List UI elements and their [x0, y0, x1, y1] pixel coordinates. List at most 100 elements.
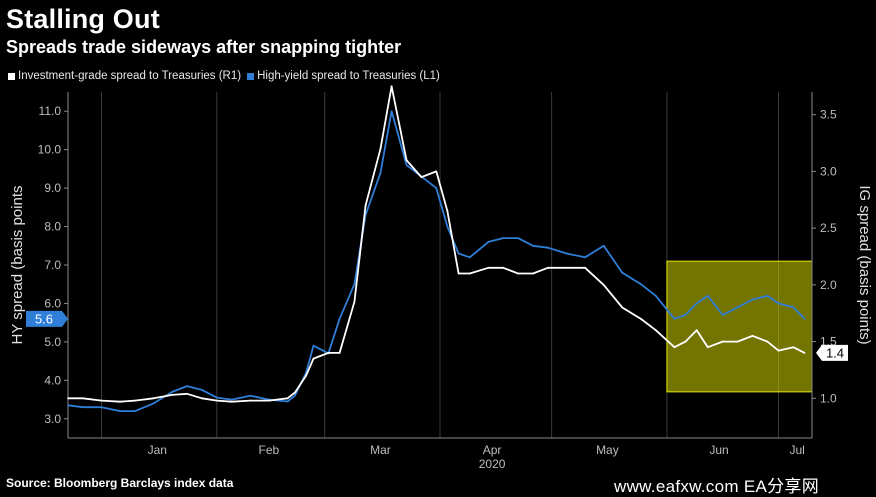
hy-point-43: [706, 294, 709, 297]
right-tick-label-0: 1.0: [820, 391, 837, 405]
ig-point-31: [517, 272, 520, 275]
hy-point-10: [230, 398, 233, 401]
hy-point-45: [736, 306, 739, 309]
hy-point-38: [639, 283, 642, 286]
hy-point-25: [435, 187, 438, 190]
ig-point-18: [338, 352, 341, 354]
hy-point-35: [584, 256, 586, 259]
hy-point-16: [312, 344, 315, 347]
ig-point-42: [695, 329, 698, 332]
x-tick-label-feb: Feb: [259, 443, 280, 457]
ig-point-22: [390, 85, 393, 88]
ig-point-27: [457, 272, 460, 275]
ig-point-15: [305, 374, 307, 377]
hy-point-33: [546, 246, 549, 249]
hy-point-19: [353, 283, 356, 286]
ig-point-48: [777, 349, 780, 352]
ig-last-value-callout: [816, 344, 848, 361]
hy-last-value-label: 5.6: [35, 311, 53, 326]
ig-point-49: [792, 346, 795, 349]
hy-point-41: [684, 314, 687, 316]
ig-point-29: [487, 266, 490, 269]
ig-point-16: [312, 357, 315, 360]
left-tick-label-3: 6.0: [44, 296, 61, 310]
highlight-box: [666, 260, 813, 393]
ig-point-1: [81, 397, 84, 400]
hy-point-32: [532, 244, 534, 247]
hy-point-47: [766, 294, 769, 297]
ig-point-41: [684, 340, 687, 343]
hy-point-49: [792, 306, 795, 309]
hy-point-11: [249, 394, 252, 397]
ig-point-21: [379, 147, 382, 150]
ig-point-14: [294, 391, 296, 394]
ig-point-5: [152, 397, 155, 400]
hy-last-value-callout: [26, 310, 68, 327]
left-tick-label-0: 3.0: [44, 412, 61, 426]
x-tick-label-may: May: [596, 443, 619, 457]
left-tick-label-4: 7.0: [44, 258, 61, 272]
legend-item-ig: Investment-grade spread to Treasuries (R…: [8, 70, 241, 82]
ig-point-28: [468, 272, 471, 275]
ig-point-35: [584, 266, 586, 269]
right-axis-title: IG spread (basis points): [856, 185, 873, 344]
ig-point-25: [435, 170, 438, 173]
x-tick-label-mar: Mar: [370, 443, 391, 457]
hy-point-18: [338, 317, 341, 320]
left-axis-title: HY spread (basis points: [9, 186, 26, 345]
ig-point-24: [420, 176, 423, 178]
hy-point-40: [673, 317, 676, 320]
ig-point-30: [502, 266, 505, 269]
ig-point-19: [353, 300, 356, 303]
ig-point-44: [721, 340, 724, 343]
hy-point-26: [446, 225, 449, 228]
right-tick-label-2: 2.0: [820, 278, 837, 292]
hy-point-34: [565, 252, 568, 255]
legend-swatch-hy: [247, 72, 255, 80]
x-tick-label-jun: Jun: [709, 443, 728, 457]
ig-point-4: [134, 399, 136, 402]
legend-label-ig: Investment-grade spread to Treasuries (R…: [18, 70, 242, 82]
ig-point-26: [446, 210, 449, 213]
ig-point-38: [639, 317, 642, 320]
right-tick-label-5: 3.5: [820, 108, 837, 122]
hy-point-46: [751, 298, 754, 301]
ig-point-36: [602, 283, 605, 286]
hy-point-23: [405, 164, 408, 166]
ig-point-6: [171, 393, 174, 396]
left-tick-label-2: 5.0: [44, 335, 61, 349]
ig-point-20: [364, 204, 367, 207]
x-year-label: 2020: [479, 457, 506, 471]
hy-point-44: [721, 314, 724, 316]
ig-point-39: [654, 329, 657, 332]
hy-point-42: [695, 302, 698, 305]
hy-point-9: [215, 396, 218, 399]
hy-point-27: [457, 252, 460, 255]
ig-point-9: [215, 399, 218, 402]
hy-point-36: [602, 244, 605, 247]
hy-point-14: [294, 394, 296, 397]
ig-point-34: [565, 266, 568, 269]
hy-point-13: [286, 400, 289, 403]
ig-point-32: [532, 272, 534, 275]
right-tick-label-4: 3.0: [820, 164, 837, 178]
ig-point-50: [803, 352, 806, 354]
ig-point-37: [621, 306, 624, 309]
ig-point-10: [230, 400, 233, 403]
ig-point-7: [186, 392, 188, 395]
hy-point-29: [487, 241, 490, 243]
legend-swatch-ig: [8, 72, 15, 80]
hy-point-50: [803, 317, 806, 320]
ig-point-8: [201, 397, 203, 400]
right-tick-label-3: 2.5: [820, 221, 837, 235]
left-tick-label-8: 11.0: [39, 104, 62, 118]
left-tick-label-5: 8.0: [44, 220, 61, 234]
x-tick-label-jul: Jul: [789, 443, 804, 457]
hy-point-1: [81, 406, 84, 409]
hy-point-2: [100, 406, 103, 409]
hy-point-3: [119, 410, 121, 412]
hy-point-48: [777, 302, 780, 305]
legend-label-hy: High-yield spread to Treasuries (L1): [257, 70, 440, 82]
x-tick-label-jan: Jan: [148, 443, 167, 457]
